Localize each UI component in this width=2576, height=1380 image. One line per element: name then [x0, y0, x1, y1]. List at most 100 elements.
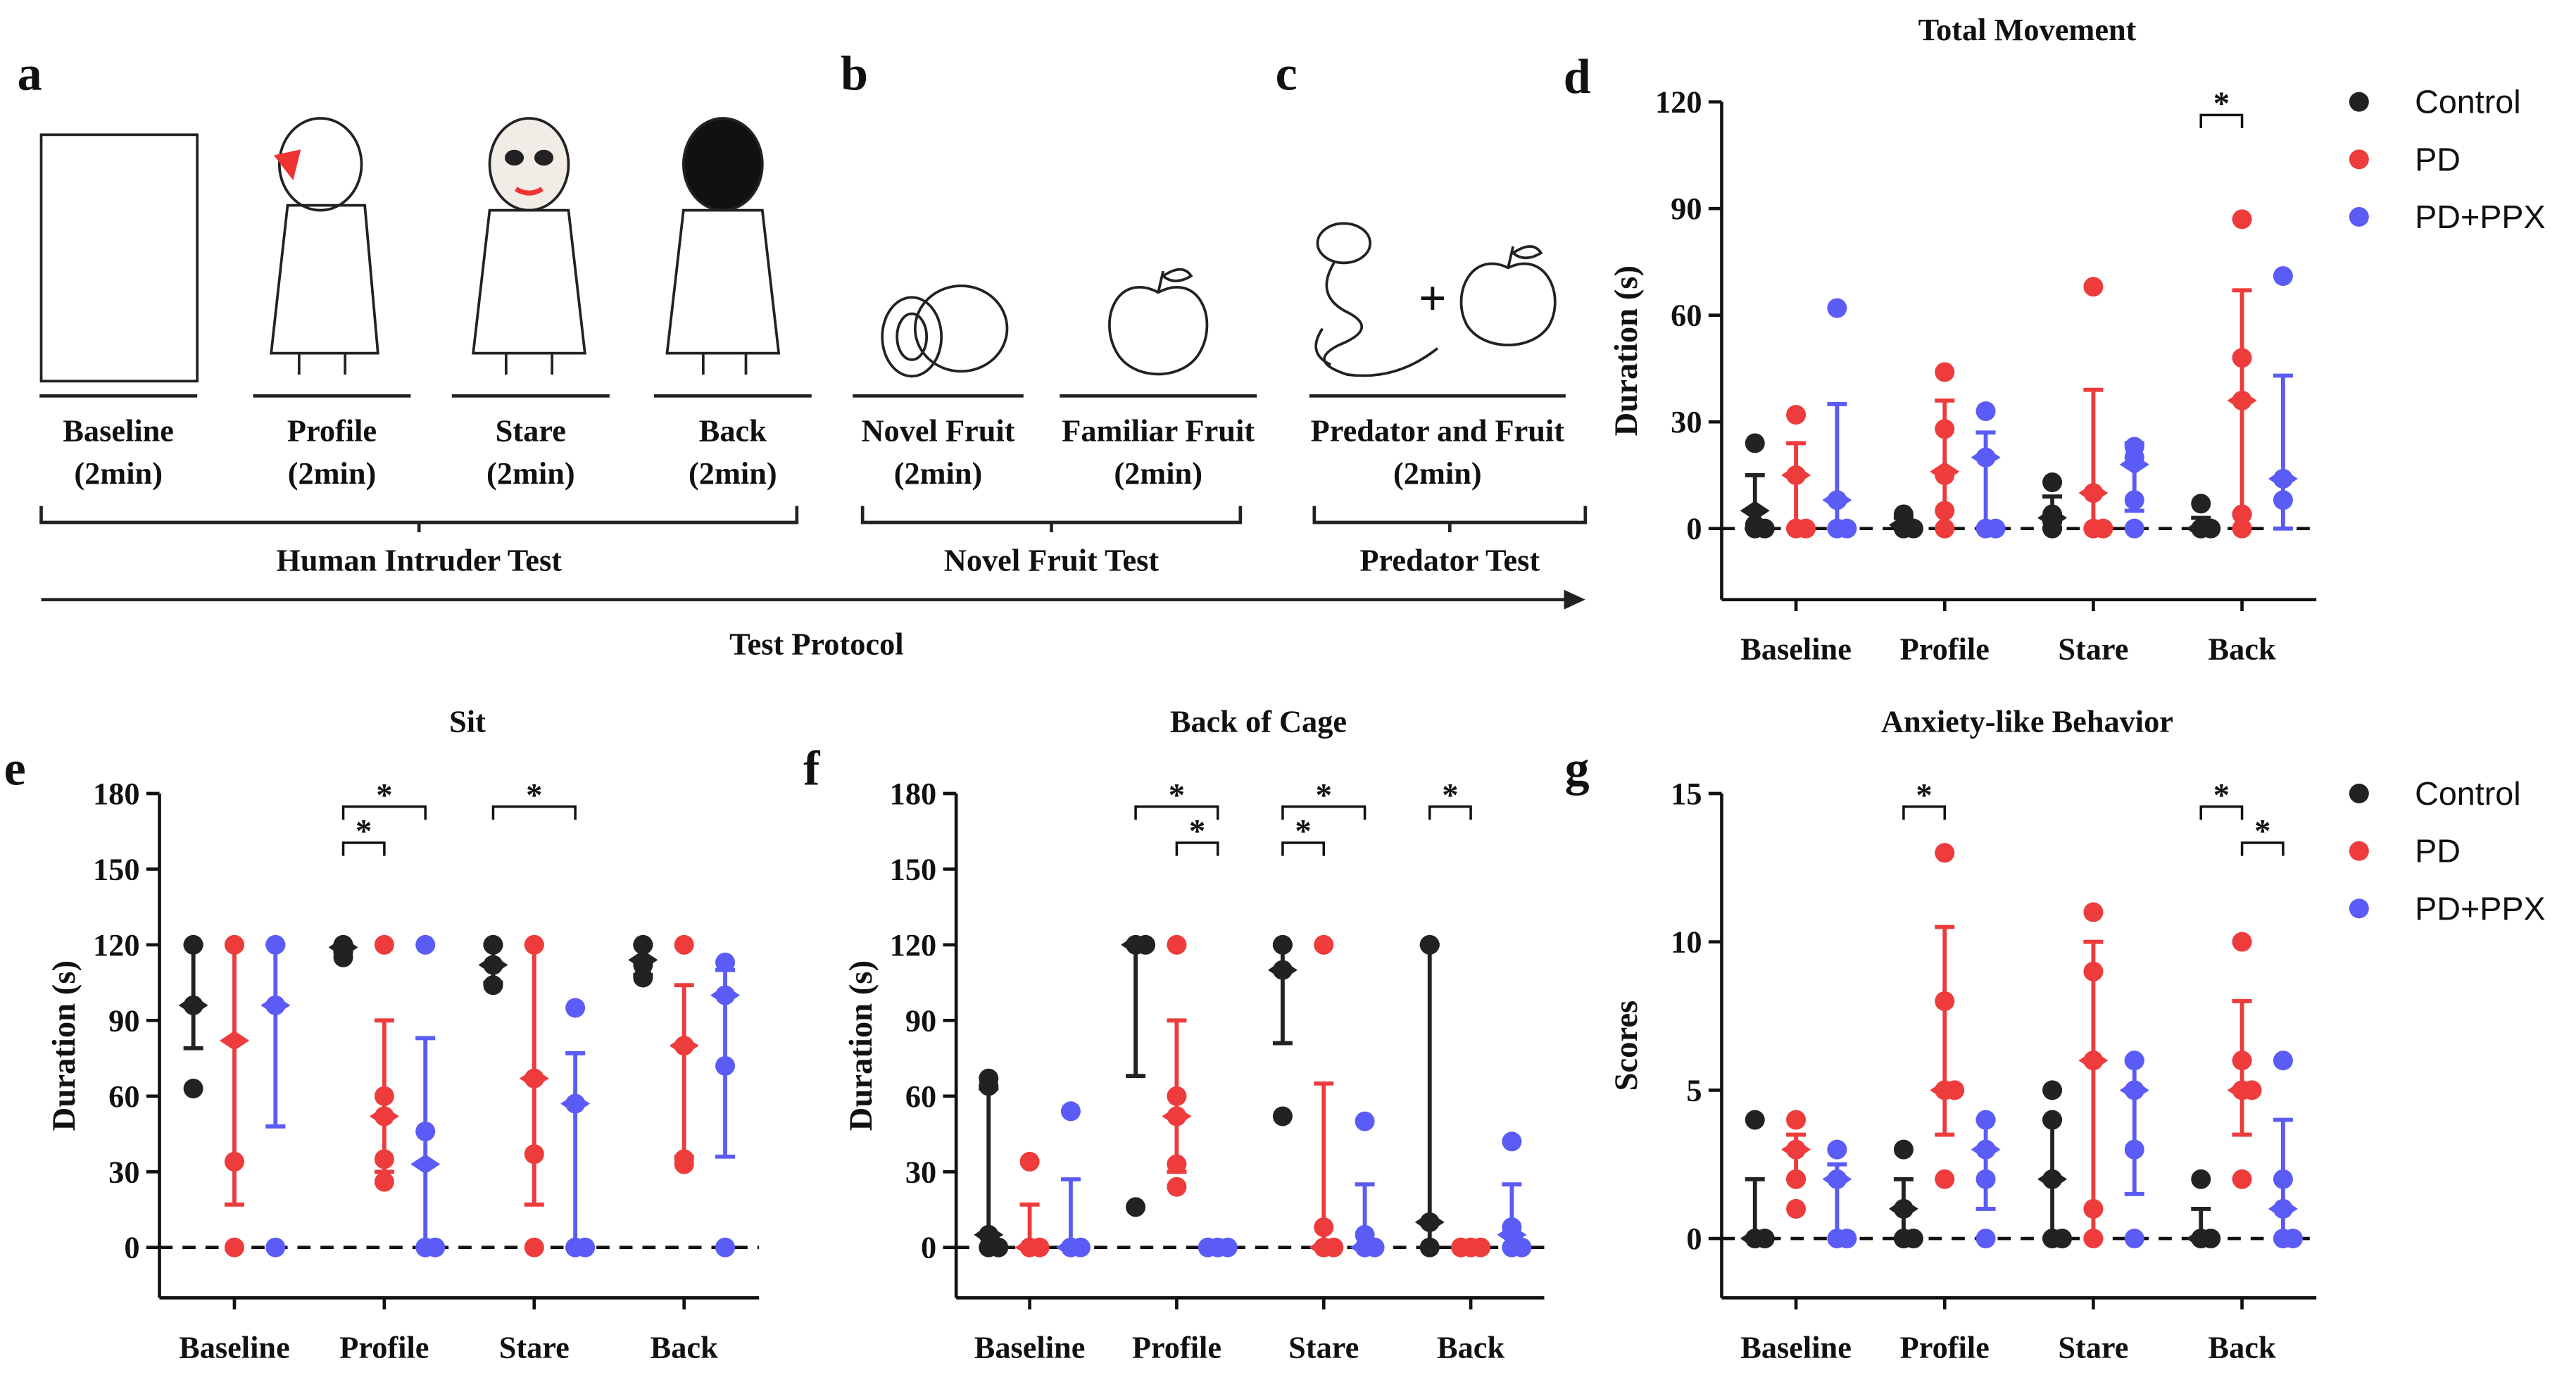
y-tick-label: 180 — [890, 776, 937, 811]
y-tick-label: 60 — [905, 1079, 936, 1114]
center-marker — [669, 1036, 699, 1056]
stage-duration: (2min) — [894, 456, 983, 491]
y-tick-label: 120 — [93, 927, 139, 962]
data-point — [1272, 934, 1293, 955]
center-marker — [1162, 1106, 1192, 1127]
data-point — [1796, 518, 1816, 539]
y-tick-label: 30 — [108, 1154, 139, 1189]
data-point — [1935, 501, 1955, 521]
legend-swatch — [2349, 898, 2369, 919]
y-tick-label: 0 — [921, 1230, 936, 1265]
data-point — [1060, 1101, 1081, 1122]
data-point — [674, 1154, 694, 1174]
data-point — [1502, 1131, 1522, 1152]
center-marker — [1497, 1224, 1527, 1245]
data-point — [1935, 991, 1955, 1011]
chart-title: Anxiety-like Behavior — [1881, 703, 2173, 739]
significance-label: * — [1316, 777, 1332, 813]
data-point — [2083, 961, 2104, 981]
data-point — [1975, 1229, 1996, 1249]
x-tick-label: Profile — [339, 1329, 429, 1365]
significance-label: * — [376, 777, 392, 813]
data-point — [2232, 504, 2252, 525]
significance-bracket — [2240, 841, 2285, 856]
data-point — [674, 934, 694, 955]
center-marker — [2268, 1198, 2298, 1219]
data-point — [1167, 1154, 1187, 1174]
data-point — [2273, 266, 2293, 287]
data-point — [1126, 1197, 1146, 1217]
legend-swatch — [2349, 841, 2369, 861]
center-marker — [1971, 447, 2001, 468]
chart-title: Sit — [449, 703, 486, 739]
group-label: Human Intruder Test — [276, 543, 562, 578]
group-label: Novel Fruit Test — [944, 543, 1160, 578]
data-point — [2232, 348, 2252, 368]
data-point — [1935, 843, 1955, 863]
data-point — [1754, 518, 1775, 539]
data-point — [1786, 1110, 1807, 1130]
data-point — [1893, 1139, 1914, 1160]
data-point — [483, 934, 503, 955]
center-marker — [2037, 1169, 2068, 1189]
center-marker — [1888, 1198, 1918, 1219]
data-point — [524, 1144, 544, 1165]
data-point — [1167, 934, 1187, 955]
x-tick-label: Back — [2209, 632, 2276, 667]
baseline-icon — [39, 133, 199, 383]
center-marker — [628, 950, 658, 970]
data-point — [2093, 518, 2113, 539]
arrow-head — [1564, 589, 1585, 610]
data-point — [2273, 1050, 2293, 1071]
data-point — [715, 952, 736, 972]
familiar-fruit-icon — [1108, 268, 1209, 376]
group-bracket — [39, 506, 799, 532]
center-marker — [219, 1031, 249, 1051]
y-tick-label: 90 — [905, 1003, 936, 1038]
data-point — [2191, 1169, 2211, 1189]
stage-label: Profile — [287, 413, 377, 448]
center-marker — [2268, 468, 2298, 489]
data-point — [2232, 932, 2252, 952]
stare-icon — [472, 117, 586, 375]
legend-label: PD — [2415, 833, 2461, 870]
y-tick-label: 5 — [1686, 1072, 1702, 1108]
data-point — [979, 1076, 999, 1096]
chart-title: Back of Cage — [1170, 703, 1347, 739]
stage-label: Predator and Fruit — [1311, 413, 1565, 448]
stage-label: Stare — [496, 413, 566, 448]
center-marker — [1740, 501, 1770, 521]
chart-title: Total Movement — [1918, 12, 2137, 47]
data-point — [2124, 1050, 2144, 1071]
center-marker — [2119, 454, 2149, 475]
center-marker — [2078, 483, 2109, 503]
stage-duration: (2min) — [689, 456, 777, 491]
data-point — [1167, 1086, 1187, 1106]
data-point — [374, 1149, 394, 1169]
center-marker — [1930, 461, 1960, 482]
data-point — [1419, 934, 1440, 955]
significance-label: * — [526, 777, 542, 813]
x-tick-label: Stare — [2058, 632, 2128, 667]
center-marker — [410, 1154, 441, 1174]
data-point — [2282, 1229, 2303, 1249]
data-point — [2083, 1229, 2104, 1249]
legend-swatch — [2349, 149, 2369, 170]
y-tick-label: 150 — [890, 851, 937, 886]
legend-label: Control — [2415, 84, 2520, 120]
data-point — [2083, 277, 2104, 297]
data-point — [1827, 298, 1847, 318]
significance-label: * — [2213, 777, 2230, 813]
data-point — [715, 1055, 736, 1076]
stage-duration: (2min) — [288, 456, 377, 491]
panel-label: e — [4, 742, 26, 796]
center-marker — [1121, 934, 1151, 955]
x-tick-label: Back — [2209, 1329, 2276, 1365]
y-axis-label: Duration (s) — [46, 960, 82, 1131]
center-marker — [519, 1068, 549, 1089]
stage-label: Baseline — [63, 413, 174, 448]
center-marker — [1781, 1139, 1811, 1160]
center-marker — [1888, 515, 1918, 535]
data-point — [2052, 1229, 2073, 1249]
y-tick-label: 180 — [93, 776, 139, 811]
